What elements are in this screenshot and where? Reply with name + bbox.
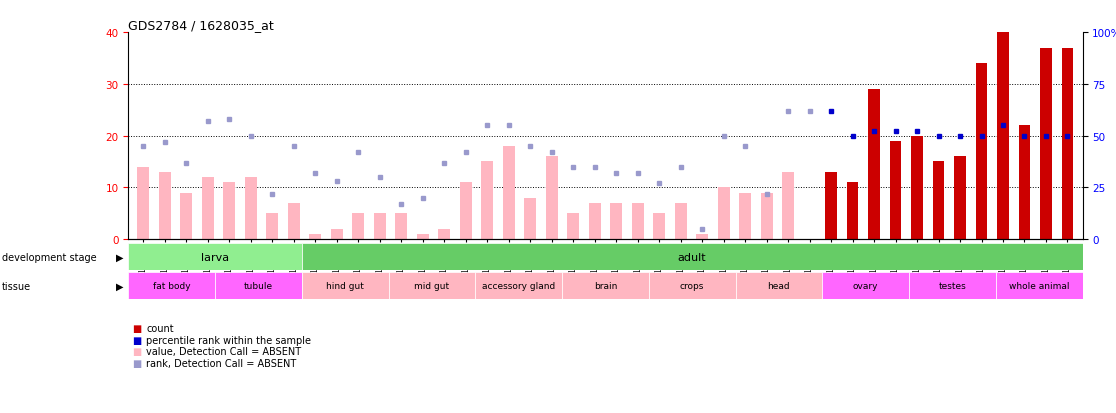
Bar bbox=[395, 214, 407, 240]
Bar bbox=[288, 204, 300, 240]
Bar bbox=[128, 244, 301, 271]
Text: ■: ■ bbox=[132, 335, 141, 345]
Text: head: head bbox=[768, 282, 790, 290]
Bar bbox=[889, 141, 902, 240]
Text: count: count bbox=[146, 323, 174, 333]
Bar bbox=[975, 64, 988, 240]
Text: accessory gland: accessory gland bbox=[482, 282, 556, 290]
Text: tubule: tubule bbox=[244, 282, 273, 290]
Text: adult: adult bbox=[677, 252, 706, 262]
Text: development stage: development stage bbox=[2, 252, 97, 262]
Bar bbox=[567, 214, 579, 240]
Bar bbox=[653, 214, 665, 240]
Text: ▶: ▶ bbox=[116, 252, 124, 262]
Text: tissue: tissue bbox=[2, 281, 31, 291]
Text: ovary: ovary bbox=[853, 282, 878, 290]
Bar bbox=[847, 183, 858, 240]
Bar bbox=[696, 235, 708, 240]
Bar bbox=[215, 273, 301, 299]
Text: hind gut: hind gut bbox=[326, 282, 364, 290]
Bar bbox=[503, 147, 514, 240]
Text: larva: larva bbox=[201, 252, 229, 262]
Bar bbox=[460, 183, 472, 240]
Bar bbox=[632, 204, 644, 240]
Bar bbox=[675, 204, 686, 240]
Bar bbox=[761, 193, 772, 240]
Bar bbox=[911, 136, 923, 240]
Text: crops: crops bbox=[680, 282, 704, 290]
Bar bbox=[933, 162, 944, 240]
Bar bbox=[481, 162, 493, 240]
Text: testes: testes bbox=[939, 282, 966, 290]
Bar bbox=[1061, 48, 1074, 240]
Bar bbox=[954, 157, 966, 240]
Text: brain: brain bbox=[594, 282, 617, 290]
Text: GDS2784 / 1628035_at: GDS2784 / 1628035_at bbox=[128, 19, 275, 32]
Bar bbox=[330, 229, 343, 240]
Bar bbox=[735, 273, 822, 299]
Bar bbox=[825, 173, 837, 240]
Bar bbox=[223, 183, 235, 240]
Bar bbox=[546, 157, 558, 240]
Bar bbox=[610, 204, 622, 240]
Bar bbox=[562, 273, 648, 299]
Bar bbox=[782, 173, 793, 240]
Text: mid gut: mid gut bbox=[414, 282, 450, 290]
Bar bbox=[128, 273, 215, 299]
Bar bbox=[137, 167, 150, 240]
Text: value, Detection Call = ABSENT: value, Detection Call = ABSENT bbox=[146, 347, 301, 356]
Bar bbox=[301, 244, 1083, 271]
Bar bbox=[718, 188, 730, 240]
Bar bbox=[244, 178, 257, 240]
Text: ■: ■ bbox=[132, 358, 141, 368]
Bar bbox=[388, 273, 475, 299]
Bar bbox=[374, 214, 386, 240]
Bar bbox=[525, 198, 536, 240]
Bar bbox=[158, 173, 171, 240]
Bar bbox=[353, 214, 364, 240]
Bar bbox=[868, 90, 881, 240]
Text: ■: ■ bbox=[132, 347, 141, 356]
Bar bbox=[181, 193, 192, 240]
Bar bbox=[589, 204, 600, 240]
Bar bbox=[739, 193, 751, 240]
Bar bbox=[822, 273, 910, 299]
Text: fat body: fat body bbox=[153, 282, 191, 290]
Bar bbox=[309, 235, 321, 240]
Text: ■: ■ bbox=[132, 323, 141, 333]
Bar bbox=[417, 235, 429, 240]
Bar bbox=[301, 273, 388, 299]
Bar bbox=[995, 273, 1083, 299]
Text: rank, Detection Call = ABSENT: rank, Detection Call = ABSENT bbox=[146, 358, 297, 368]
Bar bbox=[648, 273, 735, 299]
Bar bbox=[1019, 126, 1030, 240]
Text: percentile rank within the sample: percentile rank within the sample bbox=[146, 335, 311, 345]
Text: whole animal: whole animal bbox=[1009, 282, 1069, 290]
Bar bbox=[910, 273, 995, 299]
Bar bbox=[475, 273, 562, 299]
Bar bbox=[1040, 48, 1052, 240]
Bar bbox=[202, 178, 214, 240]
Bar bbox=[267, 214, 278, 240]
Bar bbox=[439, 229, 450, 240]
Text: ▶: ▶ bbox=[116, 281, 124, 291]
Bar bbox=[997, 33, 1009, 240]
